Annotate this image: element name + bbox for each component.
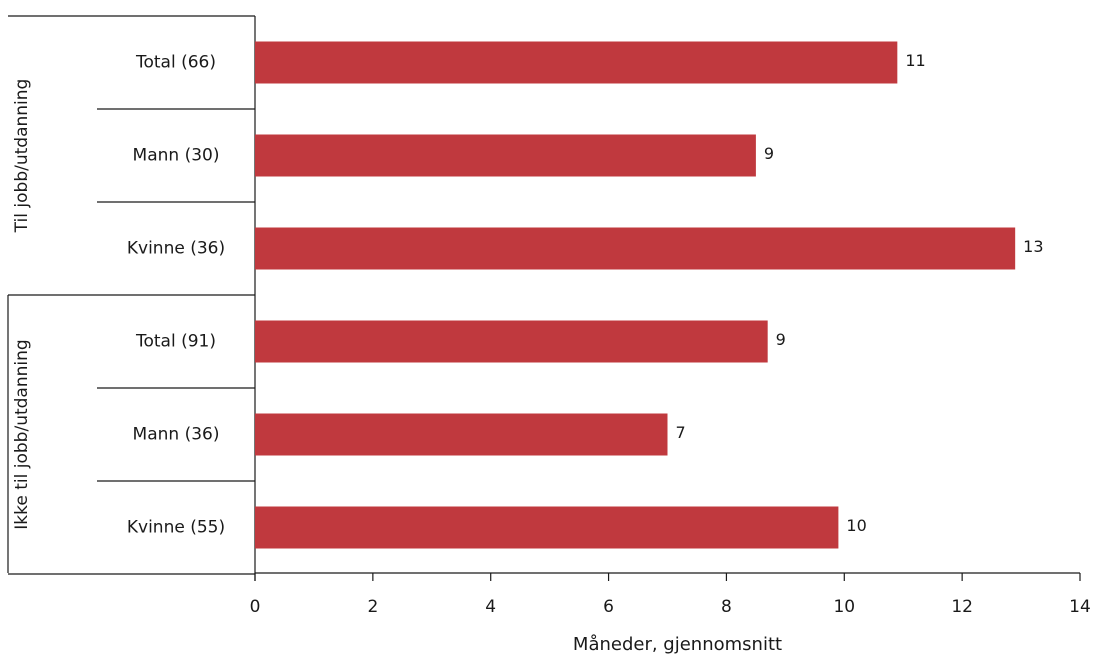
bar: [255, 227, 1016, 270]
x-tick-label: 6: [603, 597, 614, 617]
x-tick-label: 0: [250, 597, 261, 617]
x-tick-label: 2: [367, 597, 378, 617]
data-label: 9: [764, 144, 774, 163]
category-label: Mann (30): [133, 146, 220, 166]
data-label: 9: [776, 330, 786, 349]
x-axis-title: Måneder, gjennomsnitt: [573, 634, 782, 655]
x-tick-label: 10: [833, 597, 855, 617]
data-label: 11: [905, 51, 925, 70]
category-label: Kvinne (36): [127, 239, 225, 259]
data-label: 10: [846, 516, 866, 535]
x-tick-label: 14: [1069, 597, 1091, 617]
category-label: Mann (36): [133, 425, 220, 445]
category-label: Total (91): [135, 332, 216, 352]
data-label: 7: [676, 423, 686, 442]
x-tick-label: 12: [951, 597, 973, 617]
x-tick-label: 4: [485, 597, 496, 617]
data-label: 13: [1023, 237, 1043, 256]
bar: [255, 413, 668, 456]
group-label: Til jobb/utdanning: [12, 79, 32, 234]
category-label: Kvinne (55): [127, 518, 225, 538]
group-label: Ikke til jobb/utdanning: [12, 339, 32, 529]
x-tick-label: 8: [721, 597, 732, 617]
bar: [255, 134, 756, 177]
bar: [255, 41, 898, 84]
category-label: Total (66): [135, 53, 216, 73]
bar: [255, 506, 839, 549]
bar: [255, 320, 768, 363]
